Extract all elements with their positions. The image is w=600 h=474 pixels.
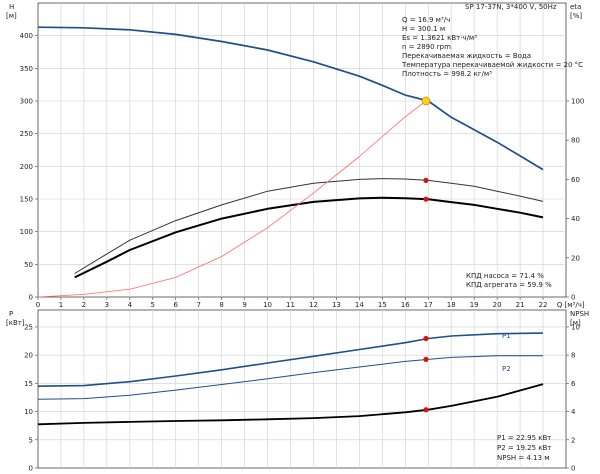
x-tick-label: 16 (401, 301, 410, 309)
x-axis-label: Q [м³/ч] (557, 301, 585, 309)
duty-info-line: H = 300.1 м (402, 25, 445, 33)
p2-curve (37, 355, 543, 400)
p1-series-label: P1 (502, 332, 511, 340)
x-tick-label: 18 (447, 301, 456, 309)
text-annotations: SP 17-37N, 3*400 V, 50Hz Q = 16.9 м³/ч H… (401, 3, 583, 462)
y-left-axis-title: H (9, 3, 14, 11)
x-tick-label: 22 (539, 301, 548, 309)
y-right-tick-label: 2 (571, 436, 575, 444)
y-right-tick-label: 80 (571, 137, 580, 145)
x-tick-label: 19 (470, 301, 479, 309)
efficiency-info-line: КПД насоса = 71.4 % (466, 272, 544, 280)
y-left-tick-label: 100 (20, 228, 33, 236)
x-tick-label: 3 (105, 301, 109, 309)
y-right-tick-label: 0 (571, 294, 575, 302)
y-right-tick-label: 60 (571, 176, 580, 184)
system-curve (37, 100, 427, 298)
x-tick-label: 4 (128, 301, 133, 309)
y-right-tick-label: 100 (571, 98, 584, 106)
y-right-tick-label: 6 (571, 380, 576, 388)
x-tick-label: 17 (424, 301, 433, 309)
duty-info-line: Es = 1.3621 кВт·ч/м³ (402, 34, 477, 42)
duty-info-line: Плотность = 998.2 кг/м³ (402, 70, 492, 78)
operating-point-marker (423, 356, 429, 362)
x-tick-label: 9 (242, 301, 246, 309)
y-left-tick-label: 20 (24, 352, 33, 360)
y-left-tick-label: 250 (20, 130, 33, 138)
y-right-axis-title: eta (570, 3, 581, 11)
x-tick-label: 1 (59, 301, 63, 309)
y-right-tick-label: 0 (571, 465, 575, 473)
efficiency-info-line: КПД агрегата = 59.9 % (466, 281, 552, 289)
duty-info-line: n = 2890 rpm (402, 43, 451, 51)
npsh-curve (37, 383, 544, 426)
y-right-tick-label: 20 (571, 254, 580, 262)
x-tick-label: 0 (36, 301, 40, 309)
y-left-tick-label: 400 (20, 32, 33, 40)
operating-point-marker (423, 196, 429, 202)
x-tick-label: 5 (151, 301, 155, 309)
x-tick-label: 2 (82, 301, 86, 309)
y-left-axis-title: P (9, 310, 13, 318)
plot-frame (37, 2, 567, 298)
y-right-axis-unit: [м] (570, 319, 581, 327)
y-right-tick-label: 40 (571, 215, 580, 223)
y-right-axis-title: NPSH (570, 310, 589, 318)
y-right-tick-label: 10 (571, 323, 580, 331)
duty-info-line: Перекачиваемая жидкость = Вода (402, 52, 531, 60)
x-tick-label: 13 (332, 301, 341, 309)
y-left-tick-label: 150 (20, 196, 33, 204)
power-info-line: P2 = 19.25 кВт (497, 444, 551, 452)
x-tick-label: 20 (493, 301, 502, 309)
x-tick-label: 15 (378, 301, 387, 309)
operating-point-marker (423, 407, 429, 413)
pump_eff-curve (74, 178, 544, 274)
y-left-axis-unit: [м] (6, 12, 17, 20)
y-left-tick-label: 10 (24, 408, 33, 416)
y-left-tick-label: 0 (29, 294, 33, 302)
y-left-tick-label: 200 (20, 163, 33, 171)
p1-curve (37, 332, 544, 387)
x-tick-label: 10 (263, 301, 272, 309)
duty-info-line: Q = 16.9 м³/ч (402, 16, 450, 24)
head-curve (37, 26, 544, 171)
y-left-axis-unit: [кВт] (6, 319, 25, 327)
y-left-tick-label: 5 (29, 436, 33, 444)
y-left-tick-label: 300 (20, 98, 33, 106)
y-left-tick-label: 350 (20, 65, 33, 73)
unit_eff-curve (74, 196, 544, 279)
x-tick-label: 7 (196, 301, 200, 309)
y-left-tick-label: 50 (24, 261, 33, 269)
duty-info-line: Температура перекачиваемой жидкости = 20… (401, 61, 583, 69)
y-right-tick-label: 4 (571, 408, 576, 416)
y-right-axis-unit: [%] (570, 12, 582, 20)
power-npsh-panel: 0 5 10 15 20 25 0 2 4 6 8 10 P[кВт] NPSH[м] (6, 309, 589, 473)
operating-point-marker (423, 177, 429, 183)
plot-frame (37, 309, 567, 469)
x-tick-label: 12 (309, 301, 318, 309)
y-right-tick-label: 8 (571, 352, 575, 360)
x-tick-label: 14 (355, 301, 364, 309)
x-tick-label: 8 (219, 301, 223, 309)
x-tick-label: 21 (516, 301, 525, 309)
power-info-line: NPSH = 4.13 м (497, 454, 550, 462)
duty-point-marker (421, 96, 431, 106)
y-left-tick-label: 15 (24, 380, 33, 388)
operating-point-marker (423, 335, 429, 342)
p2-series-label: P2 (502, 365, 511, 373)
power-info-line: P1 = 22.95 кВт (497, 434, 551, 442)
x-tick-label: 11 (286, 301, 295, 309)
x-tick-label: 6 (174, 301, 179, 309)
y-left-tick-label: 0 (29, 465, 33, 473)
y-left-tick-label: 25 (24, 323, 33, 331)
chart-title: SP 17-37N, 3*400 V, 50Hz (465, 3, 557, 11)
